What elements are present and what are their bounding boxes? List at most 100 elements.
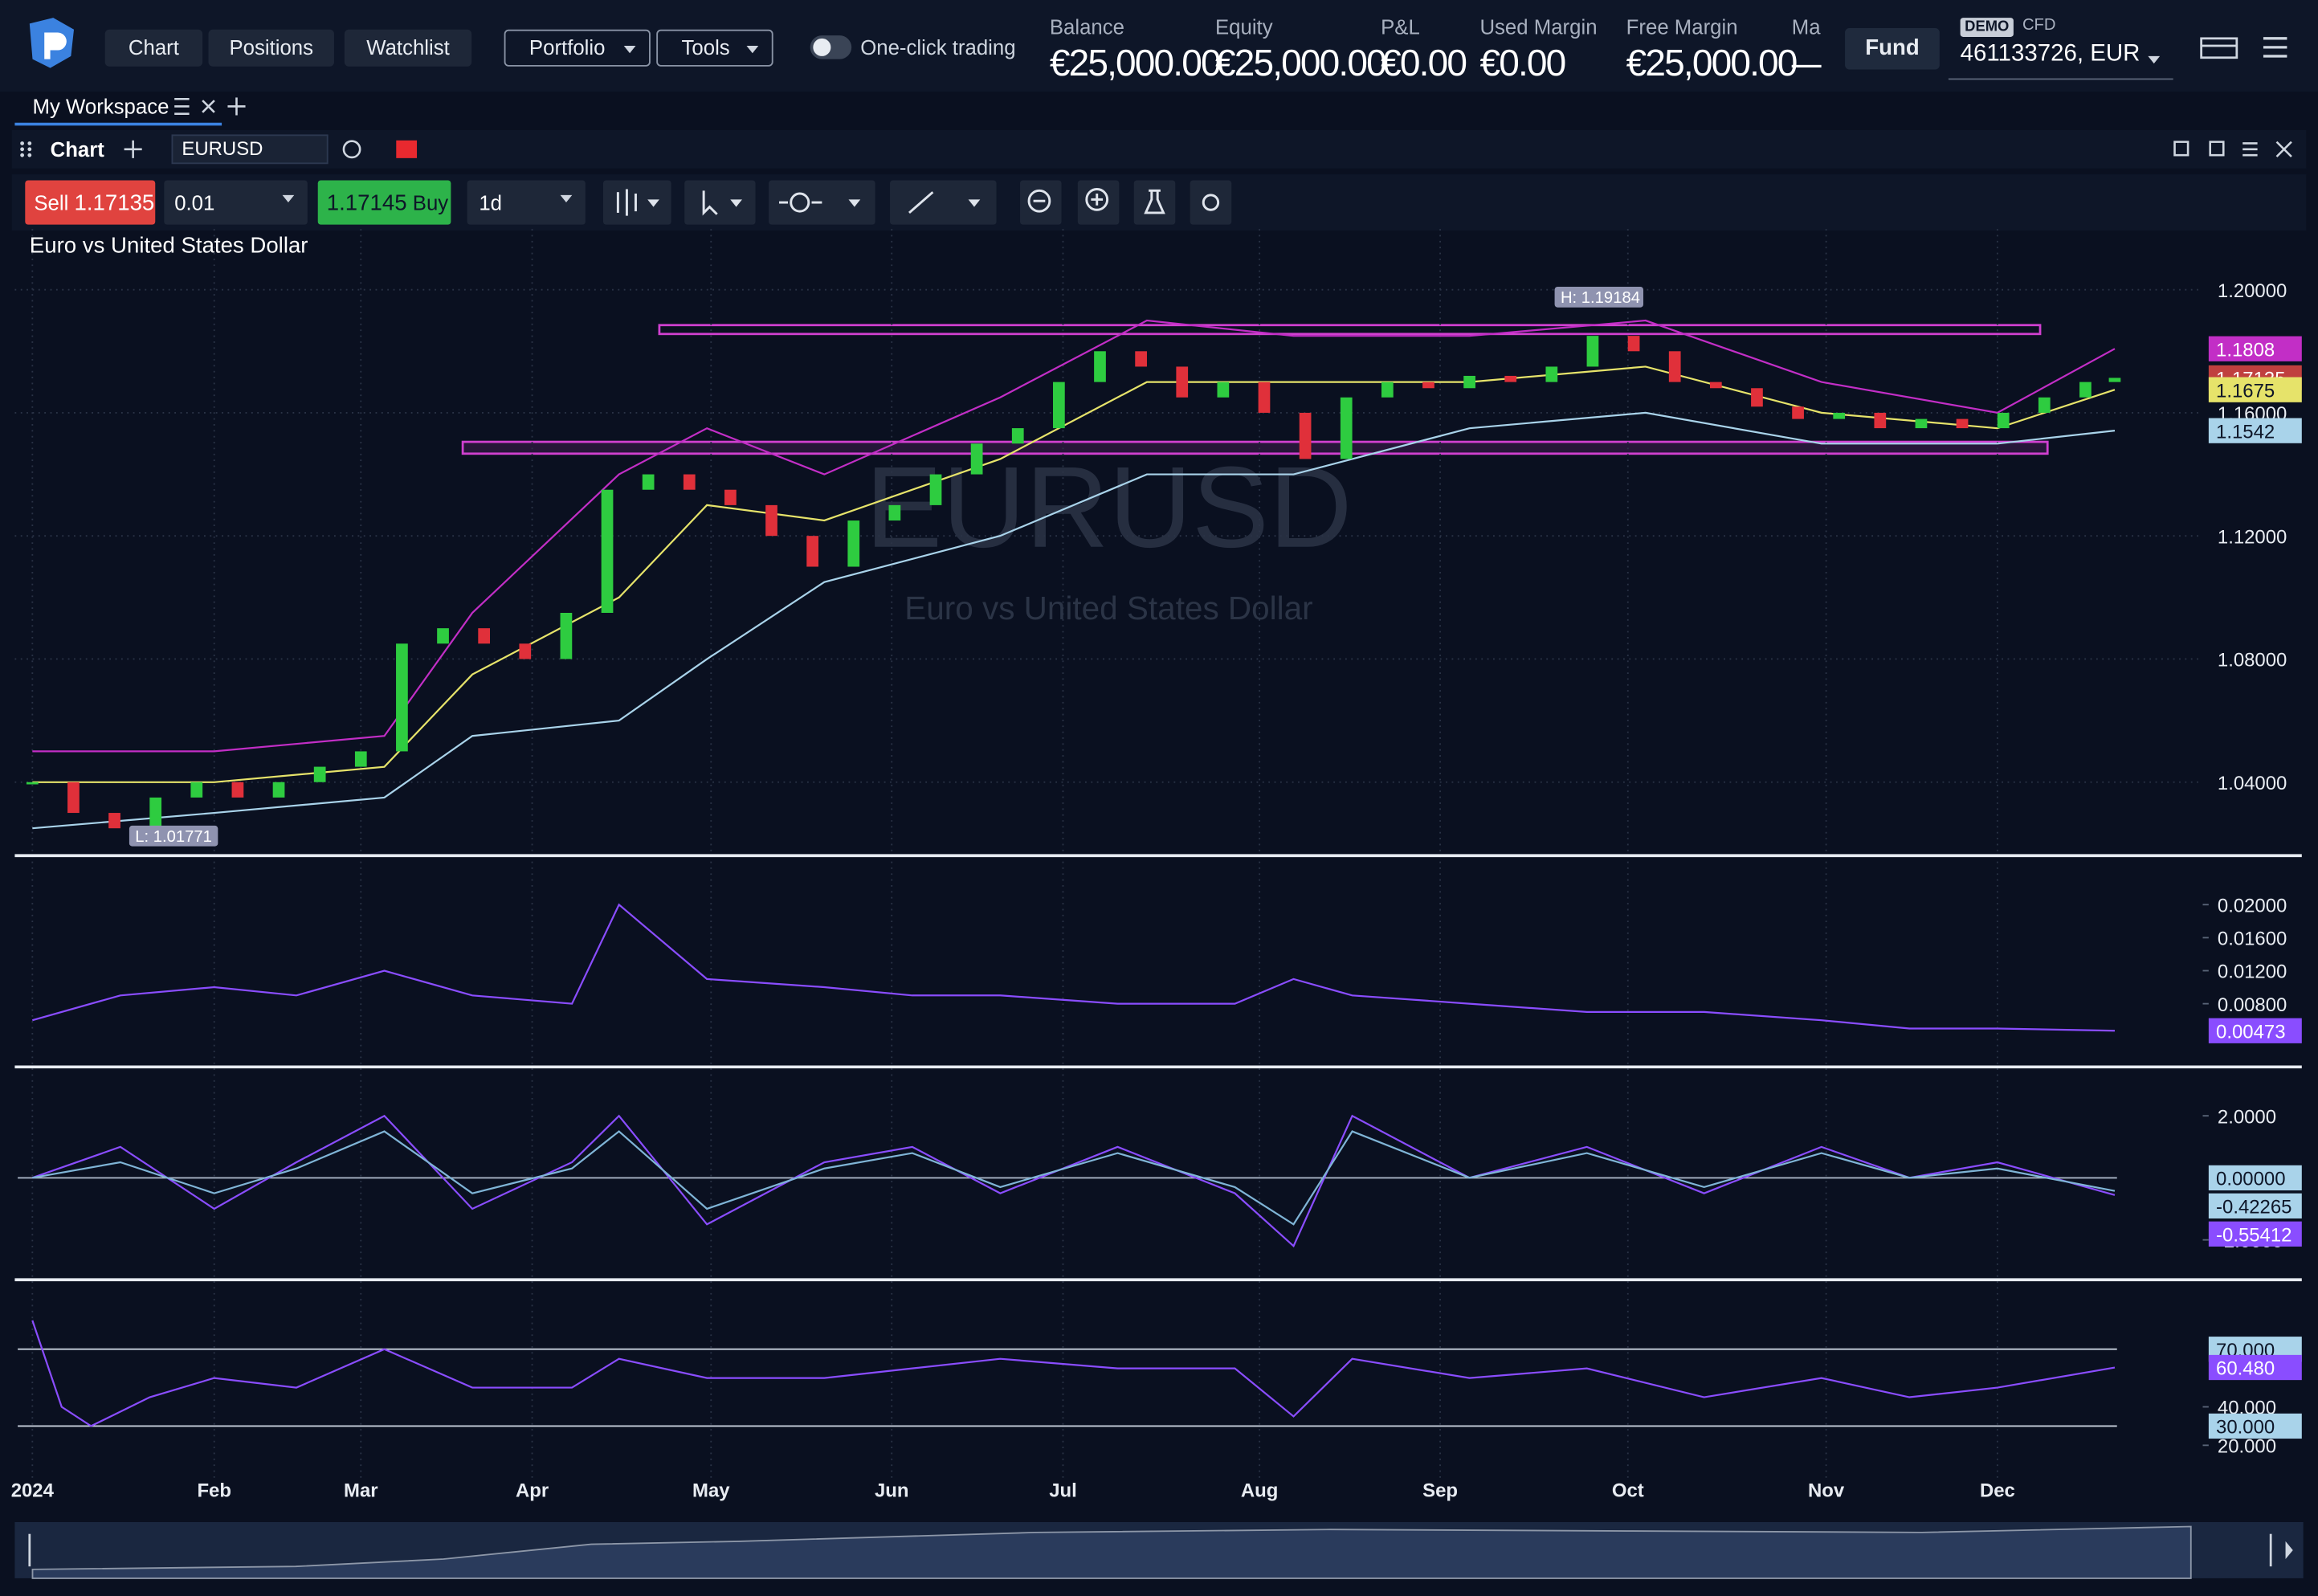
stat-value: €25,000.00 [1626, 43, 1798, 84]
scroll-arrow[interactable] [2285, 1541, 2293, 1559]
stats-clip: Balance €25,000.00 Equity €25,000.00 P&L €0.0… [1035, 0, 1822, 92]
quantity-input[interactable]: 0.01 [164, 180, 308, 225]
stat-value: €0.00 [1381, 43, 1467, 84]
price-marker [2208, 1413, 2302, 1439]
panel-title: Chart [50, 137, 104, 161]
price-marker-label: 30.000 [2216, 1417, 2275, 1439]
menu-dropdown[interactable]: Portfolio [504, 29, 651, 67]
y-tick-label: 0.02000 [2218, 895, 2287, 916]
price-marker-label: -0.42265 [2216, 1197, 2291, 1218]
price-marker [2208, 336, 2302, 361]
toggle-label: One-click trading [860, 35, 1016, 59]
indicator-line [32, 903, 2115, 1032]
candle [396, 643, 408, 752]
nav-button[interactable]: Watchlist [344, 29, 472, 67]
price-marker [2208, 1018, 2302, 1043]
x-tick-label: Apr [516, 1480, 549, 1502]
navigator-handles[interactable] [28, 1533, 2272, 1567]
candle [1709, 382, 1722, 389]
price-marker [2208, 1193, 2302, 1218]
y-tick-label: 1.08000 [2218, 650, 2287, 671]
y-tick-label: 1.04000 [2218, 773, 2287, 794]
price-marker [2208, 1221, 2302, 1247]
y-tick-label: 0.01200 [2218, 961, 2287, 983]
candle [149, 797, 162, 829]
candle [1094, 351, 1106, 382]
price-marker-label: 1.1675 [2216, 380, 2275, 402]
x-tick-label: Aug [1241, 1480, 1278, 1502]
buy-label: Buy [412, 190, 449, 214]
stat-label: P&L [1381, 14, 1420, 39]
tab-icons[interactable] [174, 97, 246, 116]
stat-value: — [1792, 43, 1822, 85]
candle [1874, 412, 1887, 429]
candle [560, 612, 573, 659]
sell-button[interactable]: Sell 1.17135 [25, 180, 156, 225]
symbol-input[interactable]: EURUSD [171, 134, 329, 165]
stat-value: €25,000.00 [1214, 43, 1387, 84]
x-tick-label: Feb [197, 1480, 231, 1502]
candle [1545, 366, 1558, 382]
y-tick-label: 0.00800 [2218, 994, 2287, 1016]
layout-icon[interactable] [2200, 37, 2238, 59]
candle [1176, 366, 1189, 398]
stat-label: Balance [1049, 14, 1124, 39]
candle [1463, 375, 1475, 389]
price-marker-label: 1.1808 [2216, 339, 2275, 361]
x-tick-label: Mar [344, 1480, 378, 1502]
candle [724, 489, 737, 505]
workspace-tab[interactable]: My Workspace [32, 94, 169, 119]
menu-dropdown[interactable]: Tools [656, 29, 773, 67]
menu-icon[interactable] [2263, 37, 2287, 58]
account-type: CFD [2022, 16, 2056, 35]
candle [1627, 336, 1640, 352]
x-tick-label: Jun [875, 1480, 909, 1502]
resistance-zone[interactable] [658, 324, 2042, 336]
sell-label: Sell [34, 190, 69, 214]
tool-buttons[interactable] [602, 180, 1232, 225]
nav-button[interactable]: Positions [208, 29, 334, 67]
candle [601, 489, 614, 613]
interval-select[interactable]: 1d [467, 180, 586, 225]
candle [1956, 418, 1969, 429]
candle [1217, 382, 1230, 398]
candle [1258, 382, 1271, 413]
stat-label: Used Margin [1479, 14, 1598, 39]
candle [1011, 428, 1024, 444]
candle [67, 782, 80, 814]
y-tick-label: 1.12000 [2218, 526, 2287, 548]
candle [313, 766, 326, 782]
support-zone[interactable] [461, 440, 2049, 455]
logo[interactable] [29, 18, 75, 68]
price-marker-label: 0.00000 [2216, 1169, 2285, 1190]
y-tick-label: 1.20000 [2218, 280, 2287, 302]
x-tick-label: Jul [1049, 1480, 1077, 1502]
x-tick-label: Dec [1980, 1480, 2015, 1502]
account-select[interactable]: 461133726, EUR [1948, 42, 2173, 80]
buy-button[interactable]: 1.17145 Buy [317, 180, 451, 225]
candle [26, 782, 39, 785]
candle [847, 520, 860, 567]
y-tick-label: 20.000 [2218, 1436, 2276, 1458]
grip-icon[interactable] [20, 141, 32, 157]
candle [1833, 412, 1846, 419]
candle [108, 813, 120, 829]
candle [1135, 351, 1147, 367]
sell-price: 1.17135 [74, 190, 155, 216]
candle [970, 443, 983, 475]
panel-icons[interactable] [124, 140, 2292, 159]
price-marker [2208, 377, 2302, 402]
candle [1422, 382, 1434, 389]
stat-label: Equity [1214, 14, 1273, 39]
candle [519, 643, 532, 659]
color-swatch[interactable] [396, 140, 418, 158]
candle [2079, 382, 2092, 398]
candle [1586, 336, 1599, 367]
candle [1668, 351, 1681, 382]
fund-button[interactable]: Fund [1845, 27, 1940, 70]
candle [1915, 418, 1928, 429]
candle [765, 504, 777, 537]
candle [888, 504, 901, 521]
nav-button[interactable]: Chart [104, 29, 203, 67]
candle [1299, 412, 1312, 459]
